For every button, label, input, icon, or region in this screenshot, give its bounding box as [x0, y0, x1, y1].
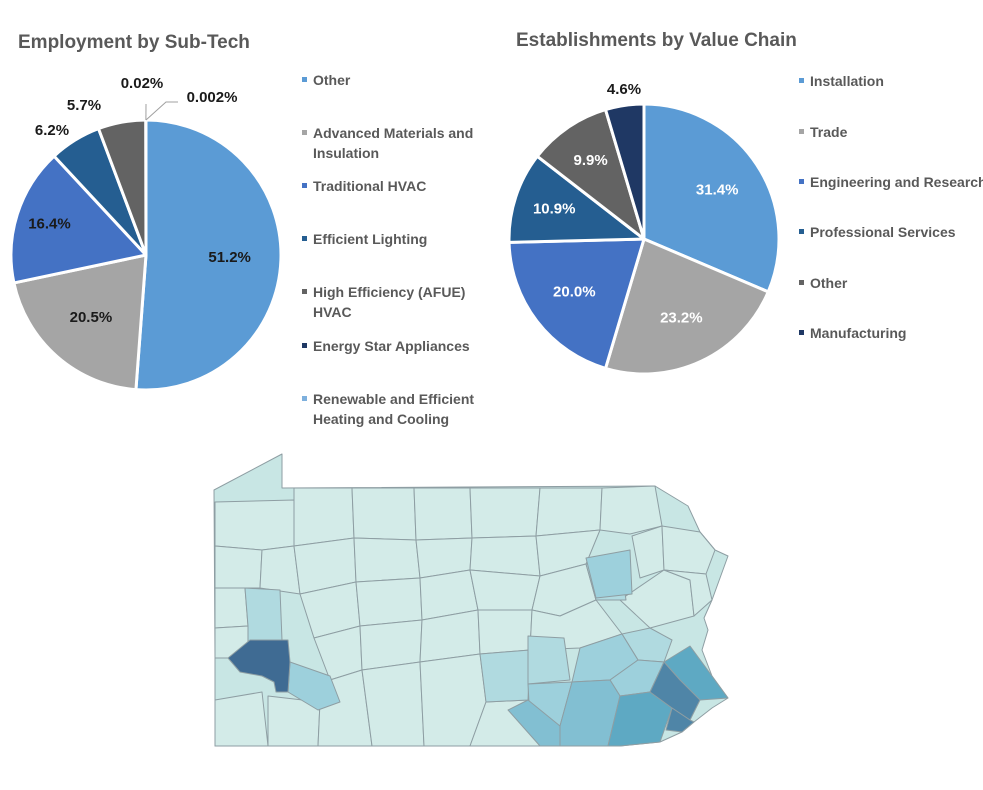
- data-label: 20.5%: [70, 309, 113, 326]
- data-label: 5.7%: [67, 97, 101, 114]
- legend-item-engineering: Engineering and Research: [799, 172, 983, 192]
- county: [214, 587, 249, 629]
- pie-slice-traditional-hvac: [9, 154, 148, 285]
- pie-slice-advanced-materials-and-insulation: [12, 253, 148, 392]
- pie-slice-engineering-and-research: [507, 237, 646, 370]
- county: [663, 569, 713, 617]
- pie-slice-manufacturing: [604, 102, 646, 241]
- legend-item-renewable-heating: Renewable and Efficient Heating and Cool…: [302, 389, 492, 429]
- legend-swatch: [799, 78, 804, 83]
- county: [527, 635, 571, 685]
- county: [361, 661, 425, 747]
- legend-swatch: [302, 236, 307, 241]
- legend-item-traditional-hvac: Traditional HVAC: [302, 176, 492, 196]
- pie-slice-professional-services: [507, 154, 646, 244]
- data-label: 9.9%: [574, 152, 608, 169]
- legend-item-other: Other: [799, 273, 983, 293]
- county: [355, 577, 423, 627]
- county: [585, 549, 633, 599]
- employment-chart-title: Employment by Sub-Tech: [18, 32, 250, 53]
- data-label: 51.2%: [208, 249, 251, 266]
- county: [359, 619, 423, 671]
- county: [413, 487, 473, 541]
- data-label: 31.4%: [696, 182, 739, 199]
- county-group-medium-dark: [507, 679, 621, 747]
- county: [469, 535, 541, 577]
- legend-item-efficient-lighting: Efficient Lighting: [302, 229, 492, 249]
- county: [469, 487, 541, 539]
- legend-swatch: [799, 129, 804, 134]
- county-group-darker: [649, 661, 701, 733]
- legend-item-advanced-materials: Advanced Materials and Insulation: [302, 123, 492, 163]
- legend-item-trade: Trade: [799, 122, 983, 142]
- legend-swatch: [799, 330, 804, 335]
- data-label: 20.0%: [553, 283, 596, 300]
- data-label: 23.2%: [660, 309, 703, 326]
- county: [353, 537, 421, 583]
- legend-swatch: [302, 77, 307, 82]
- data-label: 6.2%: [35, 122, 69, 139]
- legend-item-energy-star: Energy Star Appliances: [302, 336, 492, 356]
- county: [661, 525, 716, 575]
- legend-swatch: [302, 183, 307, 188]
- data-label: 0.02%: [121, 75, 164, 92]
- data-label: 4.6%: [607, 81, 641, 98]
- county: [535, 487, 603, 537]
- legend-swatch: [302, 396, 307, 401]
- employment-pie-chart: 51.2% 20.5% 16.4% 6.2% 5.7% 0.02% 0.002%: [9, 75, 283, 392]
- map-counties: [213, 453, 729, 747]
- legend-swatch: [302, 343, 307, 348]
- pie-slice-installation: [642, 102, 781, 294]
- county: [214, 499, 295, 551]
- data-label: 16.4%: [28, 215, 71, 232]
- county: [599, 485, 663, 535]
- county: [351, 487, 417, 541]
- legend-item-installation: Installation: [799, 71, 983, 91]
- county: [479, 649, 531, 703]
- legend-item-manufacturing: Manufacturing: [799, 323, 983, 343]
- pie-slice-other: [134, 118, 283, 392]
- legend-swatch: [302, 130, 307, 135]
- data-label: 0.002%: [187, 89, 238, 106]
- county: [293, 487, 355, 547]
- pie-slice-other: [535, 108, 646, 241]
- county: [665, 707, 695, 733]
- county-allegheny: [227, 639, 291, 693]
- establishments-chart-title: Establishments by Value Chain: [516, 30, 797, 51]
- legend-item-high-efficiency-hvac: High Efficiency (AFUE) HVAC: [302, 282, 492, 322]
- county: [469, 569, 541, 611]
- county: [214, 691, 269, 747]
- data-label: 10.9%: [533, 200, 576, 217]
- county: [507, 699, 561, 747]
- county-grid: [214, 485, 716, 747]
- county: [244, 587, 283, 645]
- legend-swatch: [799, 280, 804, 285]
- legend-swatch: [799, 229, 804, 234]
- county: [477, 609, 533, 655]
- legend-item-professional-services: Professional Services: [799, 222, 983, 242]
- legend-swatch: [302, 289, 307, 294]
- establishments-pie-chart: 31.4% 23.2% 20.0% 10.9% 9.9% 4.6%: [507, 81, 781, 376]
- county: [214, 545, 263, 589]
- leader-line: [145, 101, 178, 121]
- pennsylvania-county-map: [213, 453, 729, 747]
- legend-item-other: Other: [302, 70, 492, 90]
- county: [259, 545, 301, 595]
- legend-swatch: [799, 179, 804, 184]
- pie-slice-trade: [604, 237, 770, 376]
